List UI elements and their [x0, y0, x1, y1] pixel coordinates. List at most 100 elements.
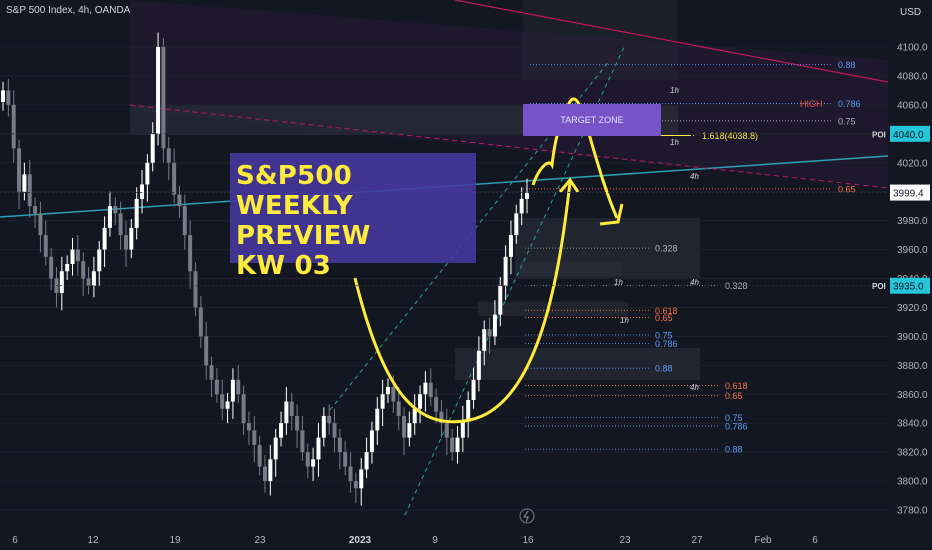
fib-label: 0.328	[655, 244, 678, 254]
price-marker-box[interactable]	[890, 277, 930, 294]
candle-body	[140, 184, 145, 199]
candle-body	[284, 401, 289, 424]
fib-label: 0.88	[838, 60, 856, 70]
x-tick-label: 6	[812, 535, 818, 546]
fib-label: 0.65	[725, 391, 743, 401]
candle-body	[508, 235, 513, 257]
candle-body	[492, 314, 497, 337]
candle-body	[279, 423, 284, 438]
candle-body	[113, 206, 118, 214]
timeframe-label: 1h	[620, 316, 629, 325]
candle-body	[359, 469, 364, 489]
candle-body	[327, 415, 332, 424]
candle-body	[209, 365, 214, 380]
y-tick-label: 3920.0	[897, 303, 928, 314]
candle-body	[22, 174, 27, 192]
candle-body	[418, 394, 423, 409]
price-marker-box[interactable]	[890, 125, 930, 142]
candle-body	[252, 430, 257, 445]
y-tick-label: 3820.0	[897, 448, 928, 459]
candle-body	[369, 430, 374, 453]
candle-body	[86, 278, 91, 286]
timeframe-label: 4h	[690, 172, 699, 181]
weekly-preview-banner: S&P500 WEEKLY PREVIEW KW 03	[230, 153, 476, 281]
candle-body	[263, 466, 267, 482]
candle-body	[476, 350, 481, 380]
candle-body	[316, 437, 321, 460]
poi-label: POI	[872, 282, 886, 291]
candle-body	[49, 256, 54, 279]
candle-body	[11, 104, 16, 149]
candle-body	[246, 423, 251, 431]
price-marker-value: 4040.0	[893, 130, 924, 141]
candle-body	[188, 235, 193, 272]
candle-body	[214, 379, 219, 395]
fib-label: 0.75	[838, 116, 856, 126]
fib-label: 0.786	[725, 422, 748, 432]
y-tick-label: 3900.0	[897, 332, 928, 343]
fib-label: 0.75	[725, 413, 743, 423]
candle-body	[123, 235, 128, 250]
candle-body	[375, 408, 380, 431]
lightning-glyph	[522, 510, 529, 523]
y-tick-label: 4060.0	[897, 100, 928, 111]
timeframe-label: 1h	[614, 278, 623, 287]
candle-body	[343, 452, 348, 467]
candle-body	[471, 379, 476, 401]
candle-body	[150, 133, 155, 163]
candle-body	[289, 401, 294, 416]
candle-body	[6, 90, 11, 105]
price-marker-box[interactable]	[890, 184, 930, 201]
price-marker-value: 3999.4	[893, 189, 924, 200]
fib-label: 0.75	[655, 330, 673, 340]
time-axis[interactable]: 6 12 19 23 2023 9 16 23 27 Feb 6	[12, 535, 818, 546]
candle-body	[514, 213, 519, 236]
candle-body	[225, 401, 230, 409]
candle-body	[134, 198, 139, 228]
candle-body	[102, 227, 107, 250]
candle-body	[305, 452, 310, 467]
candle-body	[156, 47, 161, 134]
candle-body	[503, 256, 508, 286]
fib-label: 0.328	[725, 281, 748, 291]
fib-label: 0.88	[655, 364, 673, 374]
candle-body	[450, 437, 455, 453]
banner-line1: S&P500	[236, 161, 352, 191]
timeframe-labels: 1h 1h 4h 1h 4h 1h 4h	[614, 86, 699, 392]
y-tick-label: 3960.0	[897, 245, 928, 256]
candle-body	[70, 249, 75, 265]
candle-body	[519, 198, 524, 214]
x-tick-label: 2023	[349, 535, 372, 546]
timeframe-label: 1h	[670, 86, 679, 95]
timeframe-label: 4h	[690, 278, 699, 287]
candle-body	[17, 148, 22, 192]
banner-line3: KW 03	[236, 251, 332, 281]
candle-body	[198, 307, 203, 337]
candle-body	[423, 382, 428, 395]
candle-body	[353, 481, 358, 489]
lightning-icon[interactable]	[519, 508, 535, 524]
candle-body	[391, 387, 396, 402]
fib-label: 0.88	[725, 445, 743, 455]
candle-body	[97, 249, 102, 272]
fib-label: 0.786	[838, 99, 861, 109]
candle-body	[466, 400, 471, 421]
candle-body	[236, 379, 241, 395]
candle-body	[407, 423, 412, 438]
candle-body	[193, 271, 198, 308]
y-tick-label: 3860.0	[897, 390, 928, 401]
fib-label: 1.618(4038.8)	[702, 131, 758, 141]
x-tick-label: 9	[432, 535, 438, 546]
candle-body	[43, 235, 48, 257]
candle-body	[172, 162, 177, 195]
candle-body	[241, 394, 246, 424]
y-tick-label: 4020.0	[897, 158, 928, 169]
x-tick-label: 6	[12, 535, 18, 546]
candle-body	[268, 459, 273, 482]
candle-body	[118, 213, 123, 236]
candle-body	[27, 174, 32, 207]
fib-label: 0.65	[655, 313, 673, 323]
candle-body	[525, 193, 529, 199]
y-tick-label: 4080.0	[897, 71, 928, 82]
